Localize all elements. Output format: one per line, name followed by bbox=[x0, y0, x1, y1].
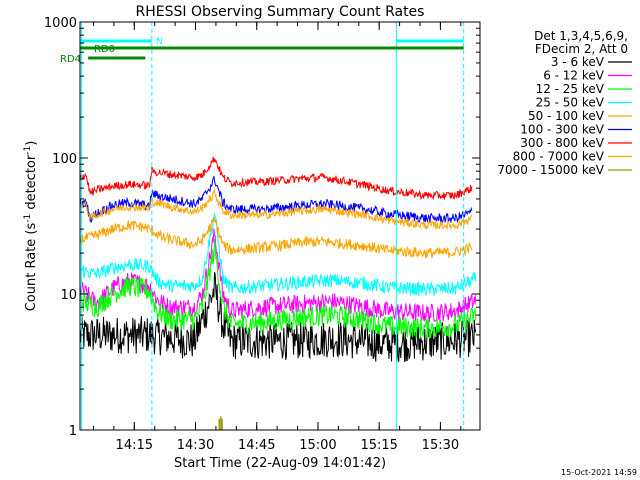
series-line-4 bbox=[79, 213, 477, 296]
y-label-end: ) bbox=[24, 141, 39, 146]
overlay-layer: N RD0 RD4 bbox=[60, 22, 465, 430]
series-line-5 bbox=[79, 216, 473, 259]
y-tick-label: 1 bbox=[69, 424, 77, 439]
series-line-1 bbox=[79, 272, 477, 363]
y-label-main: Count Rate (s bbox=[24, 223, 39, 312]
legend-header-line-1: Det 1,3,4,5,6,9, bbox=[534, 29, 628, 43]
series-line-8 bbox=[79, 188, 473, 231]
legend-label-6: 100 - 300 keV bbox=[520, 123, 604, 137]
series-layer bbox=[79, 156, 477, 363]
timestamp: 15-Oct-2021 14:59 bbox=[561, 468, 637, 477]
legend-label-7: 300 - 800 keV bbox=[520, 136, 604, 150]
y-label-mid: detector bbox=[24, 154, 39, 214]
x-axis-label: Start Time (22-Aug-09 14:01:42) bbox=[174, 456, 386, 471]
y-axis-label: Count Rate (s-1 detector-1) bbox=[23, 141, 39, 312]
legend-label-4: 25 - 50 keV bbox=[536, 96, 605, 110]
x-tick-label: 14:45 bbox=[238, 438, 275, 453]
flag-label-n: N bbox=[156, 37, 163, 47]
y-tick-label: 100 bbox=[52, 152, 77, 167]
y-label-sup: -1 bbox=[23, 214, 33, 223]
y-tick-label: 1000 bbox=[44, 16, 77, 31]
axes-layer: 1 10 100 1000 14:15 14:30 14:45 15:00 15:15 15:30 bbox=[44, 16, 480, 453]
series-line-6 bbox=[79, 176, 473, 224]
x-tick-label: 15:30 bbox=[422, 438, 459, 453]
x-tick-label: 14:30 bbox=[177, 438, 214, 453]
y-label-sup: -1 bbox=[23, 146, 33, 155]
legend: Det 1,3,4,5,6,9,FDecim 2, Att 03 - 6 keV… bbox=[497, 29, 632, 177]
legend-label-5: 50 - 100 keV bbox=[528, 109, 605, 123]
legend-label-2: 6 - 12 keV bbox=[543, 69, 605, 83]
legend-label-1: 3 - 6 keV bbox=[551, 55, 605, 69]
series-line-3 bbox=[79, 238, 477, 339]
legend-header-line-2: FDecim 2, Att 0 bbox=[535, 42, 628, 56]
flag-label-rd0: RD0 bbox=[94, 44, 115, 55]
legend-label-8: 800 - 7000 keV bbox=[513, 150, 605, 164]
chart-title: RHESSI Observing Summary Count Rates bbox=[136, 4, 425, 20]
series-line-7 bbox=[79, 156, 473, 201]
flag-label-rd4: RD4 bbox=[60, 54, 81, 65]
x-tick-label: 14:15 bbox=[116, 438, 153, 453]
x-tick-label: 15:15 bbox=[360, 438, 397, 453]
legend-label-3: 12 - 25 keV bbox=[536, 82, 605, 96]
plot-frame bbox=[79, 21, 481, 431]
x-tick-label: 15:00 bbox=[299, 438, 336, 453]
legend-label-9: 7000 - 15000 keV bbox=[497, 163, 604, 177]
series-line-2 bbox=[79, 228, 477, 323]
y-tick-label: 10 bbox=[60, 288, 77, 303]
